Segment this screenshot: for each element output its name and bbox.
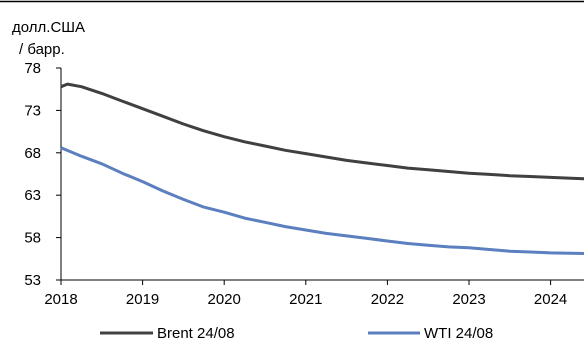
- x-tick-label: 2020: [208, 291, 241, 308]
- x-axis-ticks: 2018 2019 2020 2021 2022 2023 2024: [44, 280, 567, 308]
- y-tick-label: 63: [24, 187, 41, 204]
- x-tick-label: 2019: [126, 291, 159, 308]
- x-tick-label: 2022: [371, 291, 404, 308]
- unit-label-line-1: долл.США: [12, 19, 85, 36]
- y-tick-label: 68: [24, 145, 41, 162]
- y-tick-label: 58: [24, 230, 41, 247]
- y-tick-label: 53: [24, 272, 41, 289]
- x-tick-label: 2024: [534, 291, 567, 308]
- y-tick-label: 78: [24, 60, 41, 77]
- unit-label-line-2: / барр.: [19, 41, 65, 58]
- legend-label-wti: WTI 24/08: [424, 325, 493, 342]
- series-line-wti: [60, 146, 584, 256]
- y-tick-label: 73: [24, 102, 41, 119]
- legend-label-brent: Brent 24/08: [157, 325, 235, 342]
- x-tick-label: 2023: [452, 291, 485, 308]
- y-axis-ticks: 78 73 68 63 58 53: [24, 60, 61, 289]
- axes: [60, 68, 584, 281]
- x-tick-label: 2021: [289, 291, 322, 308]
- series-lines: [60, 82, 584, 256]
- series-line-brent: [60, 82, 584, 181]
- x-tick-label: 2018: [44, 291, 77, 308]
- legend: Brent 24/08 WTI 24/08: [100, 325, 493, 342]
